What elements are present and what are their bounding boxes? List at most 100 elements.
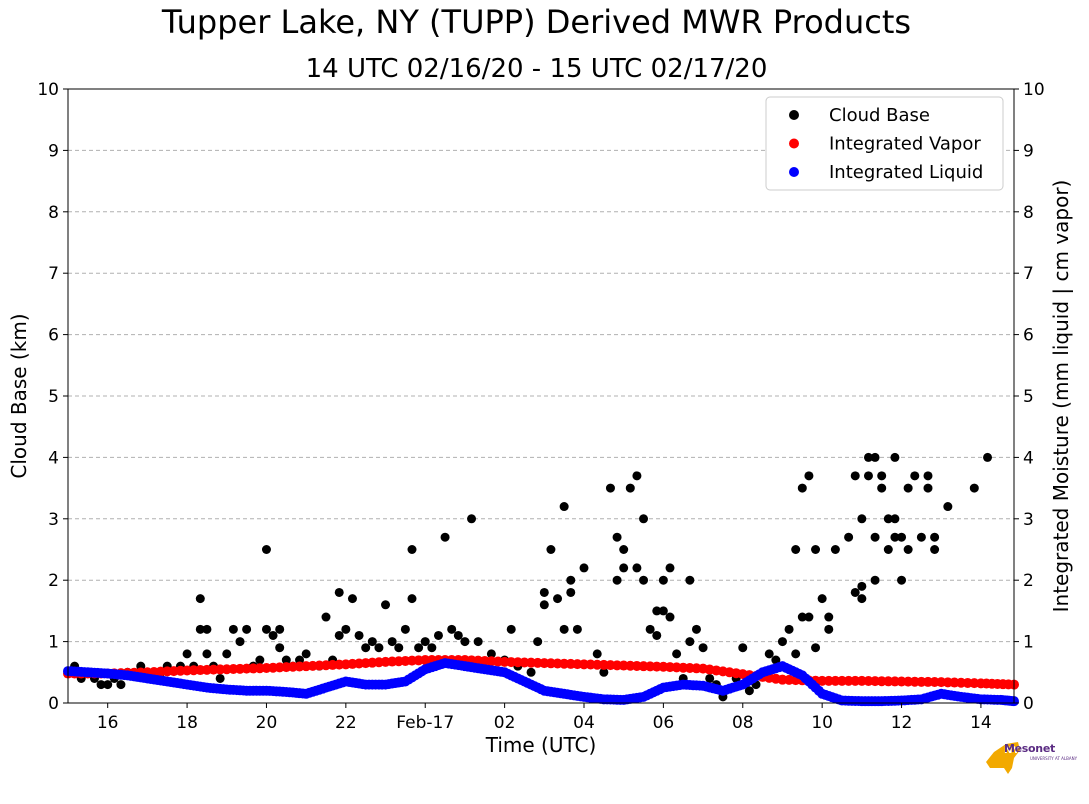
cloud-base-point — [195, 594, 205, 604]
cloud-base-point — [791, 545, 801, 554]
cloud-base-point — [334, 630, 344, 640]
x-axis-label: Time (UTC) — [485, 733, 597, 757]
cloud-base-point — [824, 624, 834, 634]
cloud-base-point — [784, 624, 794, 634]
cloud-base-point — [414, 643, 424, 653]
y-tick-label-left: 9 — [48, 141, 59, 161]
cloud-base-point — [546, 545, 556, 554]
cloud-base-point — [347, 594, 357, 604]
cloud-base-point — [691, 624, 701, 634]
cloud-base-point — [804, 612, 814, 622]
cloud-base-point — [857, 514, 867, 524]
cloud-base-point — [817, 594, 827, 604]
plot-frame — [67, 88, 1015, 704]
legend-marker — [789, 110, 799, 120]
logo-nys-text: NYS — [1004, 745, 1027, 756]
y-tick-label-right: 9 — [1023, 141, 1034, 161]
cloud-base-point — [242, 624, 252, 634]
cloud-base-point — [407, 545, 417, 554]
cloud-base-point — [870, 452, 880, 462]
cloud-base-point — [619, 563, 629, 573]
cloud-base-point — [539, 587, 549, 597]
cloud-base-point — [983, 452, 993, 462]
cloud-base-point — [526, 667, 536, 677]
cloud-base-point — [553, 594, 563, 604]
legend-marker — [789, 138, 799, 149]
cloud-base-point — [658, 575, 668, 585]
y-axis-label-left: Cloud Base (km) — [7, 313, 31, 478]
cloud-base-point — [195, 624, 205, 634]
y-tick-label-right: 3 — [1023, 510, 1034, 530]
series-integrated-liquid — [63, 658, 1019, 707]
y-tick-label-left: 5 — [48, 387, 59, 407]
cloud-base-point — [381, 600, 391, 610]
cloud-base-point — [275, 643, 285, 653]
cloud-base-point — [440, 532, 450, 542]
cloud-base-point — [559, 502, 569, 512]
cloud-base-point — [685, 575, 695, 585]
cloud-base-point — [427, 643, 437, 653]
cloud-base-point — [632, 563, 642, 573]
cloud-base-point — [275, 624, 285, 634]
x-tick-label: 08 — [732, 713, 754, 733]
legend-label: Cloud Base — [829, 105, 930, 126]
cloud-base-point — [619, 545, 629, 554]
chart-title: Tupper Lake, NY (TUPP) Derived MWR Produ… — [161, 3, 912, 41]
cloud-base-point — [460, 637, 470, 647]
cloud-base-point — [897, 575, 907, 585]
x-tick-label: Feb-17 — [396, 713, 454, 733]
cloud-base-point — [890, 514, 900, 524]
cloud-base-point — [599, 667, 609, 677]
cloud-base-point — [764, 649, 774, 659]
cloud-base-point — [433, 630, 443, 640]
cloud-base-point — [890, 532, 900, 542]
legend-label: Integrated Liquid — [829, 162, 983, 183]
logo-text: Mesonet — [1004, 742, 1055, 755]
cloud-base-point — [268, 630, 278, 640]
cloud-base-point — [903, 545, 913, 554]
cloud-base-point — [572, 624, 582, 634]
cloud-base-point — [222, 649, 232, 659]
logo-subtext: UNIVERSITY AT ALBANY — [1030, 756, 1078, 761]
cloud-base-point — [916, 532, 926, 542]
cloud-base-point — [255, 655, 265, 665]
cloud-base-point — [261, 545, 271, 554]
cloud-base-point — [228, 624, 238, 634]
cloud-base-point — [857, 594, 867, 604]
cloud-base-point — [698, 643, 708, 653]
cloud-base-point — [566, 575, 576, 585]
ny-state-shape-icon — [986, 742, 1020, 774]
cloud-base-point — [506, 624, 516, 634]
x-tick-label: 10 — [811, 713, 833, 733]
y-tick-label-left: 6 — [48, 326, 59, 346]
y-tick-label-left: 0 — [48, 694, 59, 714]
cloud-base-point — [850, 471, 860, 481]
cloud-base-point — [632, 471, 642, 481]
cloud-base-point — [705, 673, 715, 683]
x-tick-label: 16 — [97, 713, 119, 733]
cloud-base-point — [777, 637, 787, 647]
cloud-base-point — [652, 606, 662, 616]
cloud-base-point — [645, 624, 655, 634]
cloud-base-point — [566, 587, 576, 597]
y-tick-label-right: 4 — [1023, 448, 1034, 468]
cloud-base-point — [321, 612, 331, 622]
cloud-base-point — [559, 624, 569, 634]
cloud-base-point — [665, 612, 675, 622]
cloud-base-point — [394, 643, 404, 653]
cloud-base-point — [467, 514, 477, 524]
cloud-base-point — [863, 471, 873, 481]
cloud-base-point — [612, 532, 622, 542]
y-tick-label-left: 4 — [48, 448, 59, 468]
cloud-base-point — [824, 612, 834, 622]
cloud-base-point — [301, 649, 311, 659]
y-tick-label-right: 2 — [1023, 571, 1034, 591]
cloud-base-point — [897, 532, 907, 542]
cloud-base-point — [877, 483, 887, 493]
cloud-base-point — [850, 587, 860, 597]
cloud-base-point — [202, 649, 212, 659]
cloud-base-point — [400, 624, 410, 634]
cloud-base-point — [261, 624, 271, 634]
cloud-base-point — [387, 637, 397, 647]
